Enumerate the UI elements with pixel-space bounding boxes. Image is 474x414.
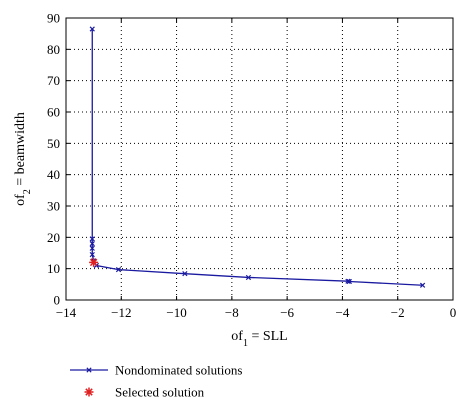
series-layer bbox=[89, 26, 426, 288]
y-tick-label: 30 bbox=[47, 199, 60, 214]
legend-x-marker bbox=[86, 367, 92, 373]
y-tick-label: 0 bbox=[54, 293, 61, 308]
data-point-nondominated bbox=[89, 236, 95, 242]
marker-stroke bbox=[345, 278, 351, 284]
x-tick-label: −2 bbox=[391, 305, 405, 320]
marker-stroke bbox=[89, 240, 95, 247]
y-axis-label: of2 = beamwidth bbox=[13, 112, 33, 206]
y-axis-label-sub: 2 bbox=[22, 189, 33, 194]
y-axis-label-rest: = beamwidth bbox=[13, 112, 28, 189]
y-tick-label: 10 bbox=[47, 261, 60, 276]
x-tick-label: −6 bbox=[280, 305, 294, 320]
legend-asterisk-marker bbox=[84, 387, 94, 397]
y-tick-label: 50 bbox=[47, 136, 60, 151]
marker-stroke bbox=[89, 258, 98, 267]
y-axis-label-base: of bbox=[13, 194, 28, 206]
legend-item-nondominated: Nondominated solutions bbox=[70, 363, 242, 378]
x-axis-label: of1 = SLL bbox=[231, 329, 287, 349]
marker-stroke bbox=[89, 251, 95, 258]
x-tick-label: −10 bbox=[166, 305, 186, 320]
legend-marker-nondominated bbox=[86, 367, 92, 373]
legend-label-selected: Selected solution bbox=[115, 385, 205, 400]
plot-frame bbox=[65, 17, 454, 301]
marker-stroke bbox=[89, 26, 95, 32]
series-line-nondominated bbox=[91, 28, 423, 286]
data-point-nondominated bbox=[115, 266, 122, 273]
y-tick-label: 70 bbox=[47, 73, 60, 88]
data-point-nondominated bbox=[245, 274, 252, 281]
grid bbox=[66, 18, 453, 300]
x-tick-label: −8 bbox=[225, 305, 239, 320]
x-tick-label: 0 bbox=[450, 305, 457, 320]
data-point-nondominated bbox=[89, 26, 95, 32]
marker-stroke bbox=[85, 388, 93, 396]
axis-ticks: −14 −12 −10 −8 −6 −4 −2 0 0 10 20 30 40 50 60 70 80 90 bbox=[47, 11, 456, 321]
marker-stroke bbox=[115, 266, 122, 273]
x-tick-label: −4 bbox=[336, 305, 350, 320]
data-point-nondominated bbox=[182, 271, 188, 277]
y-tick-label: 60 bbox=[47, 105, 60, 120]
legend: Nondominated solutions Selected solution bbox=[70, 363, 242, 400]
marker-stroke bbox=[89, 236, 95, 242]
x-tick-label: −12 bbox=[111, 305, 131, 320]
y-tick-label: 80 bbox=[47, 42, 60, 57]
x-axis-label-base: of bbox=[231, 329, 243, 344]
legend-item-selected: Selected solution bbox=[84, 385, 205, 400]
data-point-nondominated bbox=[89, 240, 95, 247]
y-tick-label: 40 bbox=[47, 167, 60, 182]
data-point-nondominated bbox=[89, 251, 95, 258]
data-point-nondominated bbox=[89, 245, 95, 251]
legend-label-nondominated: Nondominated solutions bbox=[115, 363, 242, 378]
series-selected bbox=[89, 257, 99, 267]
y-tick-label: 20 bbox=[47, 230, 60, 245]
data-point-nondominated bbox=[419, 282, 426, 288]
marker-stroke bbox=[86, 367, 92, 373]
marker-stroke bbox=[89, 245, 95, 251]
x-tick-label: −14 bbox=[56, 305, 77, 320]
data-point-nondominated bbox=[346, 278, 352, 285]
data-point-selected bbox=[89, 257, 99, 267]
marker-stroke bbox=[419, 282, 426, 288]
marker-stroke bbox=[182, 271, 188, 277]
series-nondominated bbox=[89, 26, 426, 288]
data-point-nondominated bbox=[345, 278, 351, 284]
marker-stroke bbox=[346, 278, 352, 285]
legend-marker-selected bbox=[84, 387, 94, 397]
x-axis-label-sub: 1 bbox=[243, 338, 248, 349]
x-axis-label-rest: = SLL bbox=[248, 329, 288, 344]
y-tick-label: 90 bbox=[47, 11, 60, 26]
marker-stroke bbox=[245, 274, 252, 281]
